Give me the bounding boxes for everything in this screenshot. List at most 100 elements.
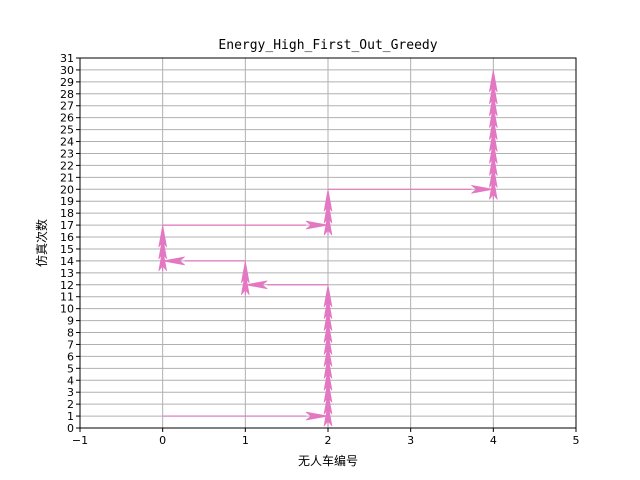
- arrow-head: [489, 93, 498, 116]
- path-arrow: [245, 280, 328, 290]
- x-tick-label: 3: [407, 434, 414, 447]
- chart-title: Energy_High_First_Out_Greedy: [218, 38, 437, 53]
- path-arrow: [162, 220, 329, 230]
- arrow-head: [158, 225, 167, 248]
- arrow-head: [489, 165, 498, 188]
- arrow-head: [323, 213, 333, 236]
- arrow-head: [323, 308, 333, 331]
- path-arrow: [323, 320, 333, 343]
- x-tick-label: 4: [490, 434, 497, 447]
- y-tick-label: 26: [60, 112, 74, 125]
- path-arrow: [489, 141, 498, 164]
- y-tick-label: 1: [67, 410, 74, 423]
- x-tick-label: 0: [159, 434, 166, 447]
- arrow-head: [158, 236, 167, 260]
- y-tick-label: 6: [67, 350, 74, 363]
- y-tick-label: 8: [67, 327, 74, 340]
- y-tick-label: 10: [60, 303, 74, 316]
- y-tick-label: 13: [60, 267, 74, 280]
- y-tick-label: 15: [60, 243, 74, 256]
- y-tick-label: 18: [60, 207, 74, 220]
- path-arrow: [489, 177, 498, 200]
- x-axis-ticks: −1 0 1 2 3 4 5: [72, 428, 580, 447]
- x-tick-label: 2: [325, 434, 332, 447]
- y-tick-label: 29: [60, 76, 74, 89]
- y-tick-label: 12: [60, 279, 74, 292]
- arrow-head: [241, 260, 250, 284]
- arrow-head: [489, 81, 498, 105]
- path-arrow: [158, 236, 167, 260]
- arrow-head: [241, 272, 250, 295]
- path-arrow: [489, 129, 498, 152]
- path-arrow: [323, 380, 333, 403]
- path-arrow: [323, 189, 333, 212]
- arrow-head: [489, 153, 498, 176]
- path-arrow: [241, 272, 250, 295]
- path-arrow: [489, 81, 498, 105]
- arrow-head: [323, 296, 333, 319]
- arrow-head: [305, 220, 329, 230]
- y-tick-label: 11: [60, 291, 74, 304]
- path-arrow: [323, 308, 333, 331]
- path-arrow: [323, 213, 333, 236]
- arrow-series: [158, 69, 498, 427]
- y-tick-label: 25: [60, 124, 74, 137]
- x-axis-label: 无人车编号: [298, 453, 358, 468]
- path-arrow: [323, 284, 333, 307]
- x-tick-label: 1: [242, 434, 249, 447]
- arrow-head: [305, 411, 329, 421]
- x-tick-label: −1: [72, 434, 88, 447]
- path-arrow: [489, 165, 498, 188]
- arrow-head: [489, 105, 498, 128]
- arrow-head: [489, 129, 498, 152]
- y-axis-ticks: 0123456789101112131415161718192021222324…: [60, 52, 80, 435]
- path-arrow: [323, 296, 333, 319]
- path-arrow: [489, 153, 498, 176]
- arrow-head: [158, 248, 167, 272]
- arrow-head: [323, 356, 333, 379]
- y-tick-label: 21: [60, 171, 74, 184]
- arrow-head: [162, 256, 185, 266]
- arrow-head: [489, 69, 498, 93]
- arrow-head: [323, 392, 333, 415]
- arrow-head: [489, 117, 498, 140]
- arrow-head: [489, 177, 498, 200]
- arrow-head: [323, 284, 333, 307]
- y-tick-label: 0: [67, 422, 74, 435]
- path-arrow: [323, 344, 333, 367]
- path-arrow: [162, 256, 246, 266]
- y-tick-label: 17: [60, 219, 74, 232]
- y-tick-label: 28: [60, 88, 74, 101]
- path-arrow: [489, 117, 498, 140]
- arrow-head: [245, 280, 268, 290]
- arrow-head: [489, 141, 498, 164]
- y-tick-label: 16: [60, 231, 74, 244]
- y-tick-label: 4: [67, 374, 74, 387]
- path-arrow: [489, 93, 498, 116]
- y-tick-label: 3: [67, 386, 74, 399]
- y-tick-label: 31: [60, 52, 74, 65]
- y-tick-label: 14: [60, 255, 74, 268]
- path-arrow: [323, 201, 333, 224]
- y-tick-label: 9: [67, 315, 74, 328]
- arrow-head: [323, 368, 333, 391]
- arrow-head: [323, 189, 333, 212]
- path-arrow: [158, 225, 167, 248]
- y-tick-label: 22: [60, 159, 74, 172]
- y-tick-label: 30: [60, 64, 74, 77]
- y-tick-label: 19: [60, 195, 74, 208]
- path-arrow: [489, 105, 498, 128]
- y-tick-label: 7: [67, 338, 74, 351]
- y-axis-label: 仿真次数: [34, 219, 49, 267]
- path-arrow: [323, 368, 333, 391]
- y-tick-label: 5: [67, 362, 74, 375]
- arrow-head: [323, 332, 333, 355]
- path-arrow: [162, 411, 329, 421]
- path-arrow: [328, 185, 494, 194]
- path-arrow: [323, 356, 333, 379]
- y-tick-label: 2: [67, 398, 74, 411]
- arrow-head: [323, 404, 333, 427]
- arrow-head: [323, 344, 333, 367]
- y-tick-label: 23: [60, 147, 74, 160]
